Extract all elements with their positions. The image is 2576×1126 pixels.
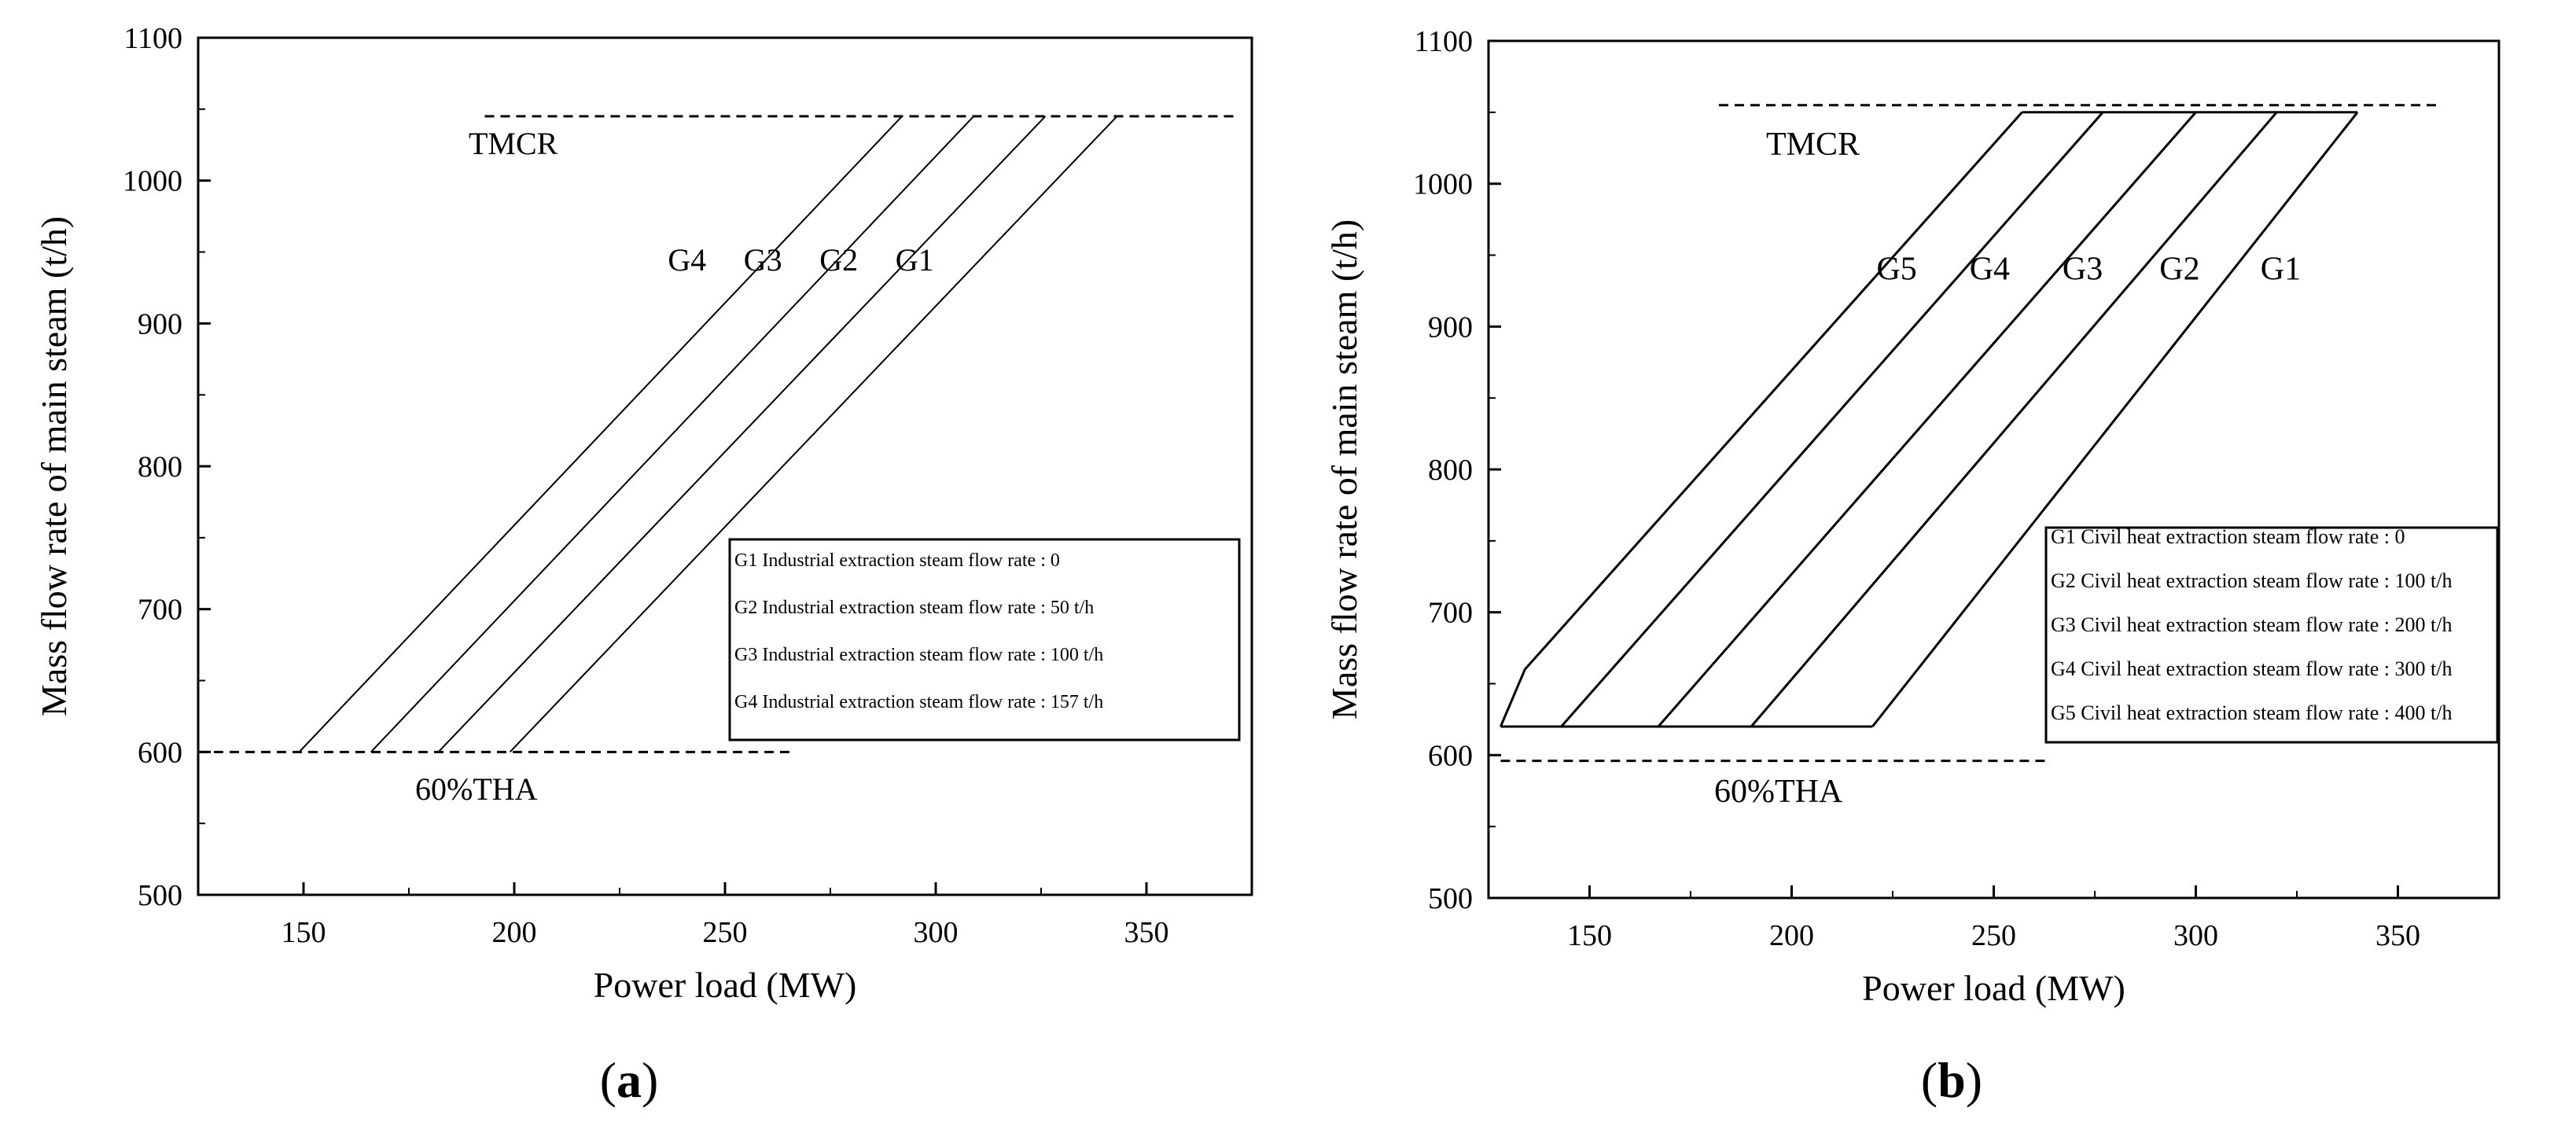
y-tick-label: 900 <box>138 307 182 340</box>
legend-box <box>728 538 1241 741</box>
series-line-g4 <box>1560 111 2104 727</box>
curve-label: G4 <box>1970 251 2010 287</box>
x-axis-label: Power load (MW) <box>1862 968 2125 1008</box>
series-line-g4 <box>298 116 903 753</box>
legend-entry: G5 Civil heat extraction steam flow rate… <box>2051 701 2452 724</box>
y-tick-label: 700 <box>138 594 182 627</box>
panel-caption: (a) <box>600 1052 659 1108</box>
y-tick-label: 800 <box>1428 454 1473 487</box>
legend-entry: G4 Industrial extraction steam flow rate… <box>734 692 1103 712</box>
curve-label: G2 <box>2159 251 2199 287</box>
curve-label: G5 <box>1876 251 1916 287</box>
legend: G1 Industrial extraction steam flow rate… <box>728 538 1241 741</box>
y-tick-label: 600 <box>138 736 182 769</box>
y-axis-label: Mass flow rate of main steam (t/h) <box>1324 219 1364 719</box>
y-tick-label: 800 <box>138 451 182 484</box>
x-tick-label: 200 <box>492 916 537 949</box>
legend: G1 Civil heat extraction steam flow rate… <box>2044 525 2499 744</box>
y-tick-label: 700 <box>1428 597 1473 630</box>
y-tick-label: 600 <box>1428 739 1473 772</box>
curve-label: G4 <box>668 242 706 278</box>
curve-label: G3 <box>744 242 782 278</box>
legend-entry: G4 Civil heat extraction steam flow rate… <box>2051 657 2452 680</box>
plot-frame <box>1487 39 2501 900</box>
x-tick-label: 300 <box>2173 919 2218 952</box>
x-tick-label: 150 <box>282 916 326 949</box>
x-tick-label: 300 <box>914 916 959 949</box>
curve-label: G3 <box>2063 251 2103 287</box>
series-line-g2 <box>437 116 1047 753</box>
series-line-g3 <box>1657 111 2197 727</box>
x-tick-label: 350 <box>1124 916 1169 949</box>
y-axis-label: Mass flow rate of main steam (t/h) <box>34 216 74 716</box>
legend-entry: G1 Industrial extraction steam flow rate… <box>734 550 1060 571</box>
y-tick-label: 1100 <box>123 22 182 55</box>
series-line-g5 <box>1500 111 2023 727</box>
x-axis-label: Power load (MW) <box>594 965 857 1005</box>
x-tick-label: 250 <box>1971 919 2016 952</box>
y-tick-label: 900 <box>1428 311 1473 344</box>
y-tick-label: 1100 <box>1414 25 1473 58</box>
series-line-g1 <box>509 116 1118 753</box>
x-tick-label: 350 <box>2375 919 2420 952</box>
x-tick-label: 200 <box>1769 919 1814 952</box>
series-line-g3 <box>370 116 974 753</box>
y-tick-label: 500 <box>138 879 182 912</box>
y-tick-label: 500 <box>1428 882 1473 915</box>
y-tick-label: 1000 <box>1413 168 1473 201</box>
reference-line-label: 60%THA <box>415 771 538 807</box>
curve-label: G1 <box>896 242 934 278</box>
y-tick-label: 1000 <box>123 165 182 198</box>
plot-frame <box>197 36 1253 896</box>
reference-line-label: TMCR <box>1766 127 1860 163</box>
reference-line-label: 60%THA <box>1714 774 1843 810</box>
legend-entry: G2 Industrial extraction steam flow rate… <box>734 598 1094 618</box>
legend-entry: G3 Industrial extraction steam flow rate… <box>734 645 1103 665</box>
series-line-g1 <box>1871 111 2359 727</box>
panel-caption: (b) <box>1921 1052 1982 1108</box>
legend-entry: G3 Civil heat extraction steam flow rate… <box>2051 613 2452 636</box>
legend-entry: G1 Civil heat extraction steam flow rate… <box>2051 525 2405 548</box>
chart-panel-a: 150 200 250 300 350 500 600 700 800 900 1000 1100 Po… <box>34 22 1253 1108</box>
legend-entry: G2 Civil heat extraction steam flow rate… <box>2051 569 2452 592</box>
reference-line-label: TMCR <box>469 126 558 161</box>
legend-box <box>2044 526 2499 744</box>
x-tick-label: 250 <box>703 916 748 949</box>
curve-label: G2 <box>819 242 858 278</box>
chart-panel-b: 150 200 250 300 350 500 600 700 800 900 1000 1100 Po… <box>1324 25 2501 1108</box>
curve-label: G1 <box>2261 251 2301 287</box>
x-tick-label: 150 <box>1567 919 1612 952</box>
series-line-g2 <box>1750 111 2278 727</box>
